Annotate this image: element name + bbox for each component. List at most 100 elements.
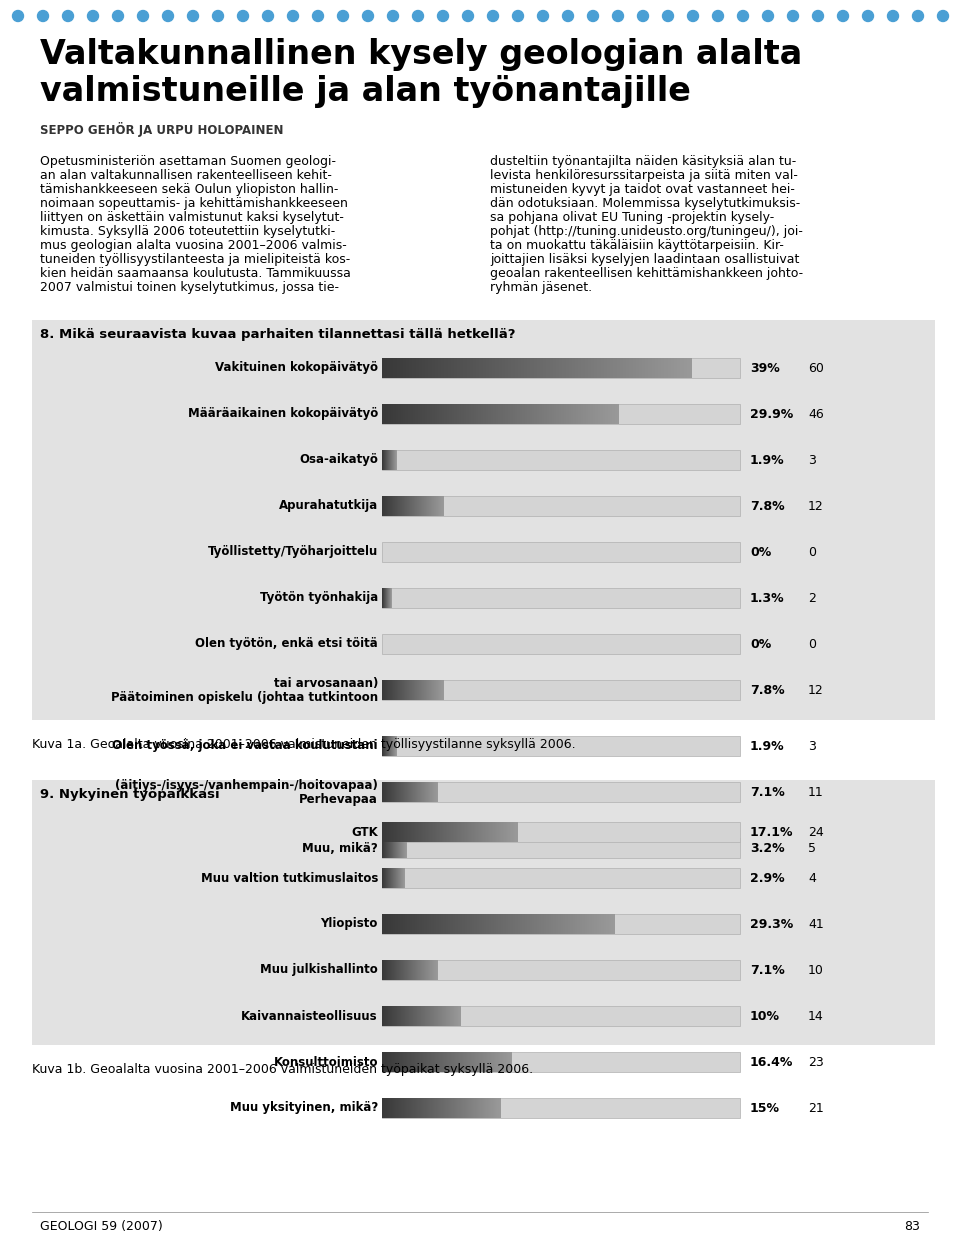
- Bar: [429, 1052, 430, 1072]
- Bar: [396, 838, 397, 858]
- Bar: [412, 914, 413, 934]
- Bar: [502, 914, 503, 934]
- Bar: [391, 680, 392, 700]
- Bar: [495, 358, 496, 378]
- Bar: [470, 358, 471, 378]
- Bar: [487, 822, 488, 842]
- Bar: [401, 496, 402, 516]
- Bar: [498, 358, 499, 378]
- Bar: [443, 404, 444, 424]
- Bar: [621, 358, 622, 378]
- Bar: [410, 680, 411, 700]
- Bar: [581, 914, 582, 934]
- Bar: [447, 358, 448, 378]
- Bar: [400, 838, 401, 858]
- Bar: [393, 1006, 394, 1026]
- Bar: [688, 358, 689, 378]
- Text: Olen työtön, enkä etsi töitä: Olen työtön, enkä etsi töitä: [195, 637, 378, 651]
- Bar: [461, 1052, 462, 1072]
- Bar: [429, 358, 430, 378]
- Bar: [630, 358, 631, 378]
- Bar: [513, 914, 514, 934]
- Bar: [419, 782, 420, 802]
- Bar: [423, 404, 424, 424]
- Bar: [460, 914, 461, 934]
- Bar: [524, 358, 525, 378]
- Bar: [545, 914, 546, 934]
- Bar: [492, 404, 493, 424]
- Bar: [562, 358, 563, 378]
- Bar: [419, 960, 420, 980]
- Bar: [402, 822, 403, 842]
- Bar: [403, 1052, 404, 1072]
- Bar: [405, 358, 406, 378]
- Bar: [434, 822, 435, 842]
- Bar: [441, 1098, 442, 1118]
- Bar: [613, 358, 614, 378]
- Bar: [680, 358, 681, 378]
- Bar: [393, 822, 394, 842]
- Bar: [410, 914, 411, 934]
- Bar: [458, 358, 459, 378]
- Bar: [397, 1098, 398, 1118]
- Bar: [418, 1098, 419, 1118]
- Bar: [557, 404, 558, 424]
- Bar: [451, 1052, 452, 1072]
- Bar: [388, 960, 389, 980]
- Text: sa pohjana olivat EU Tuning -projektin kysely-: sa pohjana olivat EU Tuning -projektin k…: [490, 211, 775, 224]
- Bar: [400, 822, 401, 842]
- Bar: [653, 358, 654, 378]
- Bar: [457, 1052, 458, 1072]
- Bar: [422, 1006, 423, 1026]
- Bar: [446, 822, 447, 842]
- Bar: [494, 358, 495, 378]
- Bar: [634, 358, 635, 378]
- Bar: [430, 1052, 431, 1072]
- Bar: [406, 404, 407, 424]
- Bar: [392, 680, 393, 700]
- Bar: [424, 680, 425, 700]
- Bar: [451, 1006, 452, 1026]
- Bar: [403, 960, 404, 980]
- Bar: [579, 914, 580, 934]
- Bar: [502, 358, 503, 378]
- Bar: [494, 1098, 495, 1118]
- Bar: [547, 404, 548, 424]
- Bar: [410, 1052, 411, 1072]
- Bar: [386, 914, 387, 934]
- Bar: [382, 1098, 383, 1118]
- Bar: [388, 680, 389, 700]
- Text: 1.9%: 1.9%: [750, 454, 784, 466]
- Bar: [395, 838, 396, 858]
- Bar: [386, 358, 387, 378]
- Bar: [445, 404, 446, 424]
- Bar: [575, 914, 576, 934]
- Bar: [492, 1052, 493, 1072]
- Bar: [451, 1098, 452, 1118]
- Bar: [410, 496, 411, 516]
- Bar: [543, 358, 544, 378]
- Bar: [382, 1098, 740, 1118]
- Bar: [392, 404, 393, 424]
- Bar: [449, 1052, 450, 1072]
- Bar: [519, 358, 520, 378]
- Bar: [421, 1098, 422, 1118]
- Bar: [623, 358, 624, 378]
- Bar: [533, 404, 534, 424]
- Bar: [414, 496, 415, 516]
- Circle shape: [313, 10, 324, 21]
- Bar: [468, 358, 469, 378]
- Bar: [425, 680, 426, 700]
- Bar: [613, 914, 614, 934]
- Bar: [474, 358, 475, 378]
- Bar: [429, 782, 430, 802]
- Bar: [506, 358, 507, 378]
- Bar: [448, 1006, 449, 1026]
- Bar: [555, 914, 556, 934]
- Bar: [442, 496, 443, 516]
- Bar: [433, 1006, 434, 1026]
- Bar: [383, 1052, 384, 1072]
- Bar: [382, 680, 383, 700]
- Bar: [388, 1006, 389, 1026]
- Bar: [490, 914, 491, 934]
